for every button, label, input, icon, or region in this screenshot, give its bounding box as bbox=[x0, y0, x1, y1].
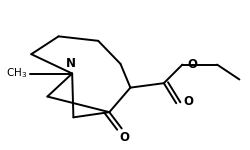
Text: O: O bbox=[184, 95, 194, 108]
Text: O: O bbox=[187, 58, 197, 71]
Text: O: O bbox=[119, 131, 129, 144]
Text: CH$_3$: CH$_3$ bbox=[6, 67, 27, 80]
Text: N: N bbox=[66, 57, 76, 70]
